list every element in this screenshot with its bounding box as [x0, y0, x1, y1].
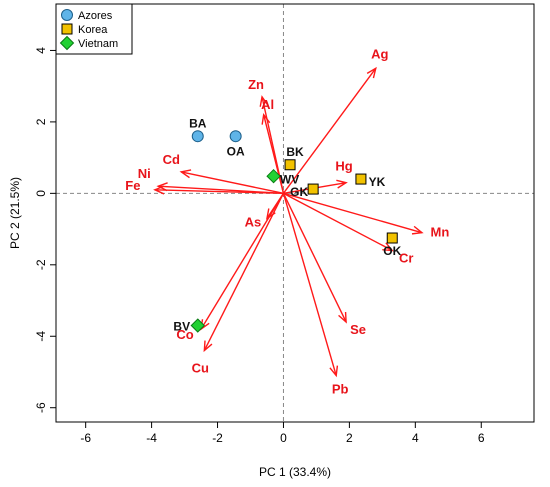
- sample-labels: BA OA BK GK YK OK WV BV: [173, 116, 401, 333]
- variable-label: Ag: [371, 46, 388, 61]
- loading-arrow: [283, 192, 393, 252]
- loading-arrowhead: [261, 113, 271, 125]
- legend-label: Azores: [78, 10, 113, 22]
- x-tick-label: -6: [80, 431, 91, 445]
- legend-marker: [61, 9, 73, 21]
- sample-point: [284, 159, 296, 171]
- plot-frame: [55, 3, 535, 423]
- sample-point: [386, 232, 398, 244]
- x-tick-label: 6: [478, 431, 485, 445]
- loading-arrowhead: [338, 311, 347, 324]
- loading-arrow: [263, 114, 285, 194]
- sample-label: BA: [189, 116, 207, 130]
- loading-arrowhead: [156, 182, 168, 192]
- loading-arrow: [283, 192, 423, 234]
- sample-label: OK: [383, 244, 401, 258]
- loading-arrows: [153, 66, 424, 378]
- sample-label: BV: [173, 320, 190, 334]
- legend-marker: [61, 23, 73, 35]
- loading-arrowhead: [259, 95, 269, 107]
- variable-label: Pb: [332, 382, 349, 397]
- y-tick-label: -4: [34, 331, 48, 342]
- sample-point: [191, 130, 204, 143]
- x-tick-label: 2: [346, 431, 353, 445]
- loading-arrowhead: [179, 169, 192, 179]
- x-tick-label: 4: [412, 431, 419, 445]
- y-tick-label: -2: [34, 259, 48, 270]
- legend-marker: [59, 35, 75, 51]
- loading-arrow: [203, 193, 285, 351]
- loading-arrow: [181, 171, 284, 195]
- x-tick-label: 0: [280, 431, 287, 445]
- y-tick-label: 4: [34, 47, 48, 54]
- sample-label: GK: [290, 185, 308, 199]
- variable-label: As: [245, 214, 262, 229]
- variable-label: Cd: [163, 152, 180, 167]
- legend: Azores Korea Vietnam: [55, 3, 133, 55]
- sample-point: [355, 173, 367, 185]
- sample-label: WV: [280, 172, 299, 186]
- y-tick-label: 2: [34, 118, 48, 125]
- variable-label: Se: [350, 322, 366, 337]
- loading-arrowhead: [329, 365, 339, 378]
- variable-label: Mn: [431, 225, 450, 240]
- loading-arrowhead: [153, 185, 165, 195]
- legend-label: Vietnam: [78, 38, 118, 50]
- loading-arrow: [154, 189, 284, 195]
- axes: -6 -4 -2 0 2 4 6 -6 -4 -2 0 2 4: [34, 47, 485, 445]
- sample-point: [229, 130, 242, 143]
- loading-arrowhead: [382, 242, 394, 252]
- variable-label: Cu: [192, 361, 209, 376]
- legend-label: Korea: [78, 24, 108, 36]
- loading-arrowhead: [336, 179, 348, 189]
- loading-arrow: [282, 193, 337, 376]
- loading-arrow: [200, 192, 285, 330]
- loading-arrow: [282, 67, 377, 194]
- zero-lines: [56, 4, 534, 422]
- loading-arrowhead: [411, 225, 424, 235]
- sample-point: [307, 183, 319, 195]
- loading-arrowhead: [366, 66, 377, 79]
- variable-label: Co: [176, 327, 193, 342]
- y-axis-title: PC 2 (21.5%): [8, 177, 22, 249]
- y-tick-label: 0: [34, 190, 48, 197]
- sample-markers: [190, 130, 398, 333]
- x-axis-title: PC 1 (33.4%): [259, 465, 331, 479]
- x-tick-label: -2: [212, 431, 223, 445]
- variable-label: Hg: [335, 159, 352, 174]
- sample-label: BK: [286, 145, 304, 159]
- variable-label: Fe: [125, 178, 140, 193]
- sample-label: OA: [227, 144, 245, 158]
- loading-arrow: [282, 193, 347, 323]
- variable-label: Zn: [248, 77, 264, 92]
- sample-label: YK: [369, 175, 386, 189]
- sample-point: [190, 318, 205, 333]
- variable-label: Al: [261, 97, 274, 112]
- y-tick-label: -6: [34, 402, 48, 413]
- loading-arrowhead: [203, 340, 213, 353]
- variable-label: Ni: [138, 166, 151, 181]
- variable-label: Cr: [399, 251, 413, 266]
- x-tick-label: -4: [146, 431, 157, 445]
- sample-point: [266, 168, 281, 184]
